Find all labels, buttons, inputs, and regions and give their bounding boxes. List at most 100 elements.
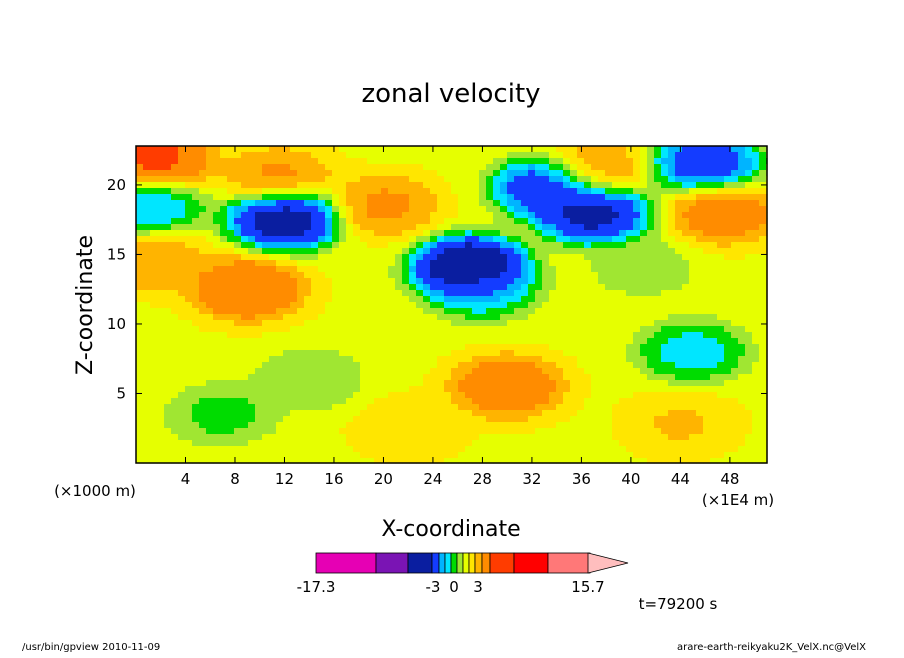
field-cell — [213, 284, 221, 291]
field-cell — [388, 404, 396, 411]
field-cell — [577, 308, 585, 315]
field-cell — [472, 194, 480, 201]
field-cell — [458, 308, 466, 315]
field-cell — [619, 290, 627, 297]
field-cell — [143, 350, 151, 357]
field-cell — [528, 206, 536, 213]
field-cell — [346, 428, 354, 435]
field-cell — [136, 398, 144, 405]
field-cell — [612, 224, 620, 231]
field-cell — [206, 284, 214, 291]
field-cell — [731, 314, 739, 321]
field-cell — [143, 158, 151, 165]
field-cell — [283, 296, 291, 303]
field-cell — [388, 158, 396, 165]
field-cell — [500, 236, 508, 243]
field-cell — [696, 380, 704, 387]
field-cell — [451, 338, 459, 345]
field-cell — [150, 314, 158, 321]
field-cell — [717, 176, 725, 183]
field-cell — [500, 188, 508, 195]
field-cell — [661, 380, 669, 387]
x-tick-label: 32 — [522, 470, 541, 488]
field-cell — [367, 242, 375, 249]
field-cell — [171, 410, 179, 417]
field-cell — [696, 170, 704, 177]
field-cell — [591, 230, 599, 237]
field-cell — [605, 200, 613, 207]
field-cell — [521, 230, 529, 237]
field-cell — [640, 320, 648, 327]
field-cell — [346, 260, 354, 267]
field-cell — [381, 278, 389, 285]
field-cell — [612, 290, 620, 297]
field-cell — [269, 236, 277, 243]
field-cell — [598, 146, 606, 153]
field-cell — [227, 386, 235, 393]
field-cell — [703, 344, 711, 351]
field-cell — [514, 170, 522, 177]
field-cell — [675, 230, 683, 237]
field-cell — [724, 338, 732, 345]
field-cell — [703, 380, 711, 387]
field-cell — [563, 410, 571, 417]
field-cell — [185, 446, 193, 453]
field-cell — [416, 314, 424, 321]
field-cell — [626, 326, 634, 333]
field-cell — [262, 404, 270, 411]
field-cell — [556, 158, 564, 165]
field-cell — [409, 176, 417, 183]
field-cell — [283, 428, 291, 435]
field-cell — [430, 392, 438, 399]
field-cell — [724, 224, 732, 231]
field-cell — [542, 224, 550, 231]
field-cell — [157, 368, 165, 375]
field-cell — [472, 404, 480, 411]
field-cell — [381, 440, 389, 447]
field-cell — [465, 224, 473, 231]
field-cell — [570, 416, 578, 423]
field-cell — [395, 236, 403, 243]
field-cell — [283, 440, 291, 447]
field-cell — [409, 368, 417, 375]
field-cell — [423, 278, 431, 285]
field-cell — [332, 332, 340, 339]
field-cell — [591, 440, 599, 447]
field-cell — [185, 212, 193, 219]
field-cell — [479, 446, 487, 453]
field-cell — [276, 374, 284, 381]
field-cell — [143, 200, 151, 207]
field-cell — [745, 290, 753, 297]
field-cell — [311, 332, 319, 339]
field-cell — [612, 404, 620, 411]
field-cell — [318, 182, 326, 189]
field-cell — [192, 416, 200, 423]
field-cell — [633, 158, 641, 165]
field-cell — [507, 380, 515, 387]
field-cell — [402, 200, 410, 207]
field-cell — [136, 242, 144, 249]
field-cell — [724, 182, 732, 189]
field-cell — [171, 356, 179, 363]
field-cell — [255, 398, 263, 405]
field-cell — [255, 272, 263, 279]
field-cell — [430, 344, 438, 351]
field-cell — [185, 452, 193, 459]
field-cell — [507, 320, 515, 327]
field-cell — [234, 362, 242, 369]
field-cell — [199, 146, 207, 153]
field-cell — [486, 296, 494, 303]
field-cell — [472, 350, 480, 357]
field-cell — [297, 362, 305, 369]
field-cell — [535, 362, 543, 369]
field-cell — [486, 236, 494, 243]
field-cell — [339, 206, 347, 213]
field-cell — [234, 410, 242, 417]
field-cell — [486, 398, 494, 405]
field-cell — [430, 302, 438, 309]
field-cell — [500, 332, 508, 339]
field-cell — [619, 458, 627, 464]
field-cell — [668, 410, 676, 417]
field-cell — [661, 290, 669, 297]
field-cell — [570, 278, 578, 285]
